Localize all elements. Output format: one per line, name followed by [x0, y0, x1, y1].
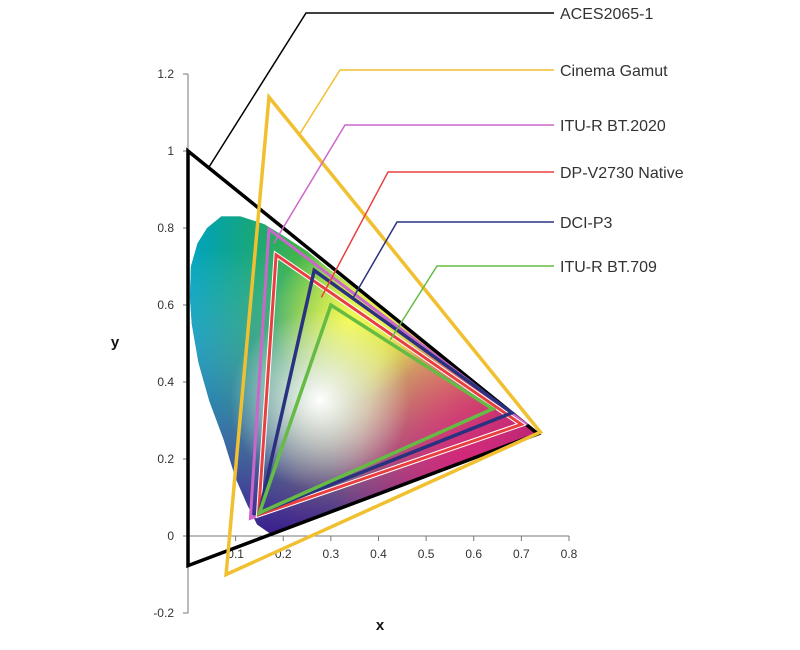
legend-label: Cinema Gamut [560, 63, 668, 80]
legend-leader-line [320, 171, 554, 298]
gamut-triangle-dci-p3 [256, 267, 516, 516]
axes: 0.1 0.2 0.3 0.4 0.5 0.6 0.7 0.8 -0.200.20.40.60… [111, 67, 578, 634]
gamut-triangle-dp-v2730-native [256, 252, 525, 517]
y-tick-label: 1.2 [157, 67, 174, 81]
y-axis-label: y [111, 334, 120, 351]
legend-label: ITU-R BT.709 [560, 259, 657, 276]
x-axis-label: x [376, 617, 385, 634]
x-axis-ticks: 0.1 0.2 0.3 0.4 0.5 0.6 0.7 0.8 [227, 536, 578, 561]
gamut-triangles [186, 92, 544, 578]
y-axis-ticks: -0.2 0 0.2 0.4 0.6 0.8 1 1.2 [153, 67, 188, 620]
x-tick-label: 0.8 [561, 547, 578, 561]
y-tick-label: 0.6 [157, 298, 174, 312]
legend: ACES2065-1 Cinema Gamut ITU-R BT.2020 DP-V2… [208, 6, 684, 341]
y-tick-label: 0 [167, 529, 174, 543]
x-tick-label: 0.5 [418, 547, 435, 561]
legend-leader-line [273, 124, 554, 244]
gamut-triangle-aces2065-1 [186, 147, 542, 569]
legend-label: DCI-P3 [560, 215, 613, 232]
gamut-triangle-cinema-gamut [224, 92, 544, 578]
y-tick-label: 0.8 [157, 221, 174, 235]
gamut-triangle-itu-r-bt-709 [256, 302, 497, 517]
legend-leader-line [208, 12, 554, 167]
legend-label: ITU-R BT.2020 [560, 118, 666, 135]
x-tick-label: 0.3 [323, 547, 340, 561]
y-tick-label: -0.2 [153, 606, 174, 620]
x-tick-label: 0.7 [513, 547, 530, 561]
y-tick-label: 1 [167, 144, 174, 158]
y-tick-label: 0.4 [157, 375, 174, 389]
legend-leader-line [389, 265, 554, 341]
legend-leader-line [351, 221, 554, 300]
y-tick-label: 0.2 [157, 452, 174, 466]
legend-label: DP-V2730 Native [560, 165, 684, 182]
legend-leader-line [299, 69, 554, 135]
spectral-locus-fill [189, 216, 538, 535]
x-tick-label: 0.4 [370, 547, 387, 561]
x-tick-label: 0.6 [465, 547, 482, 561]
legend-label: ACES2065-1 [560, 6, 653, 23]
